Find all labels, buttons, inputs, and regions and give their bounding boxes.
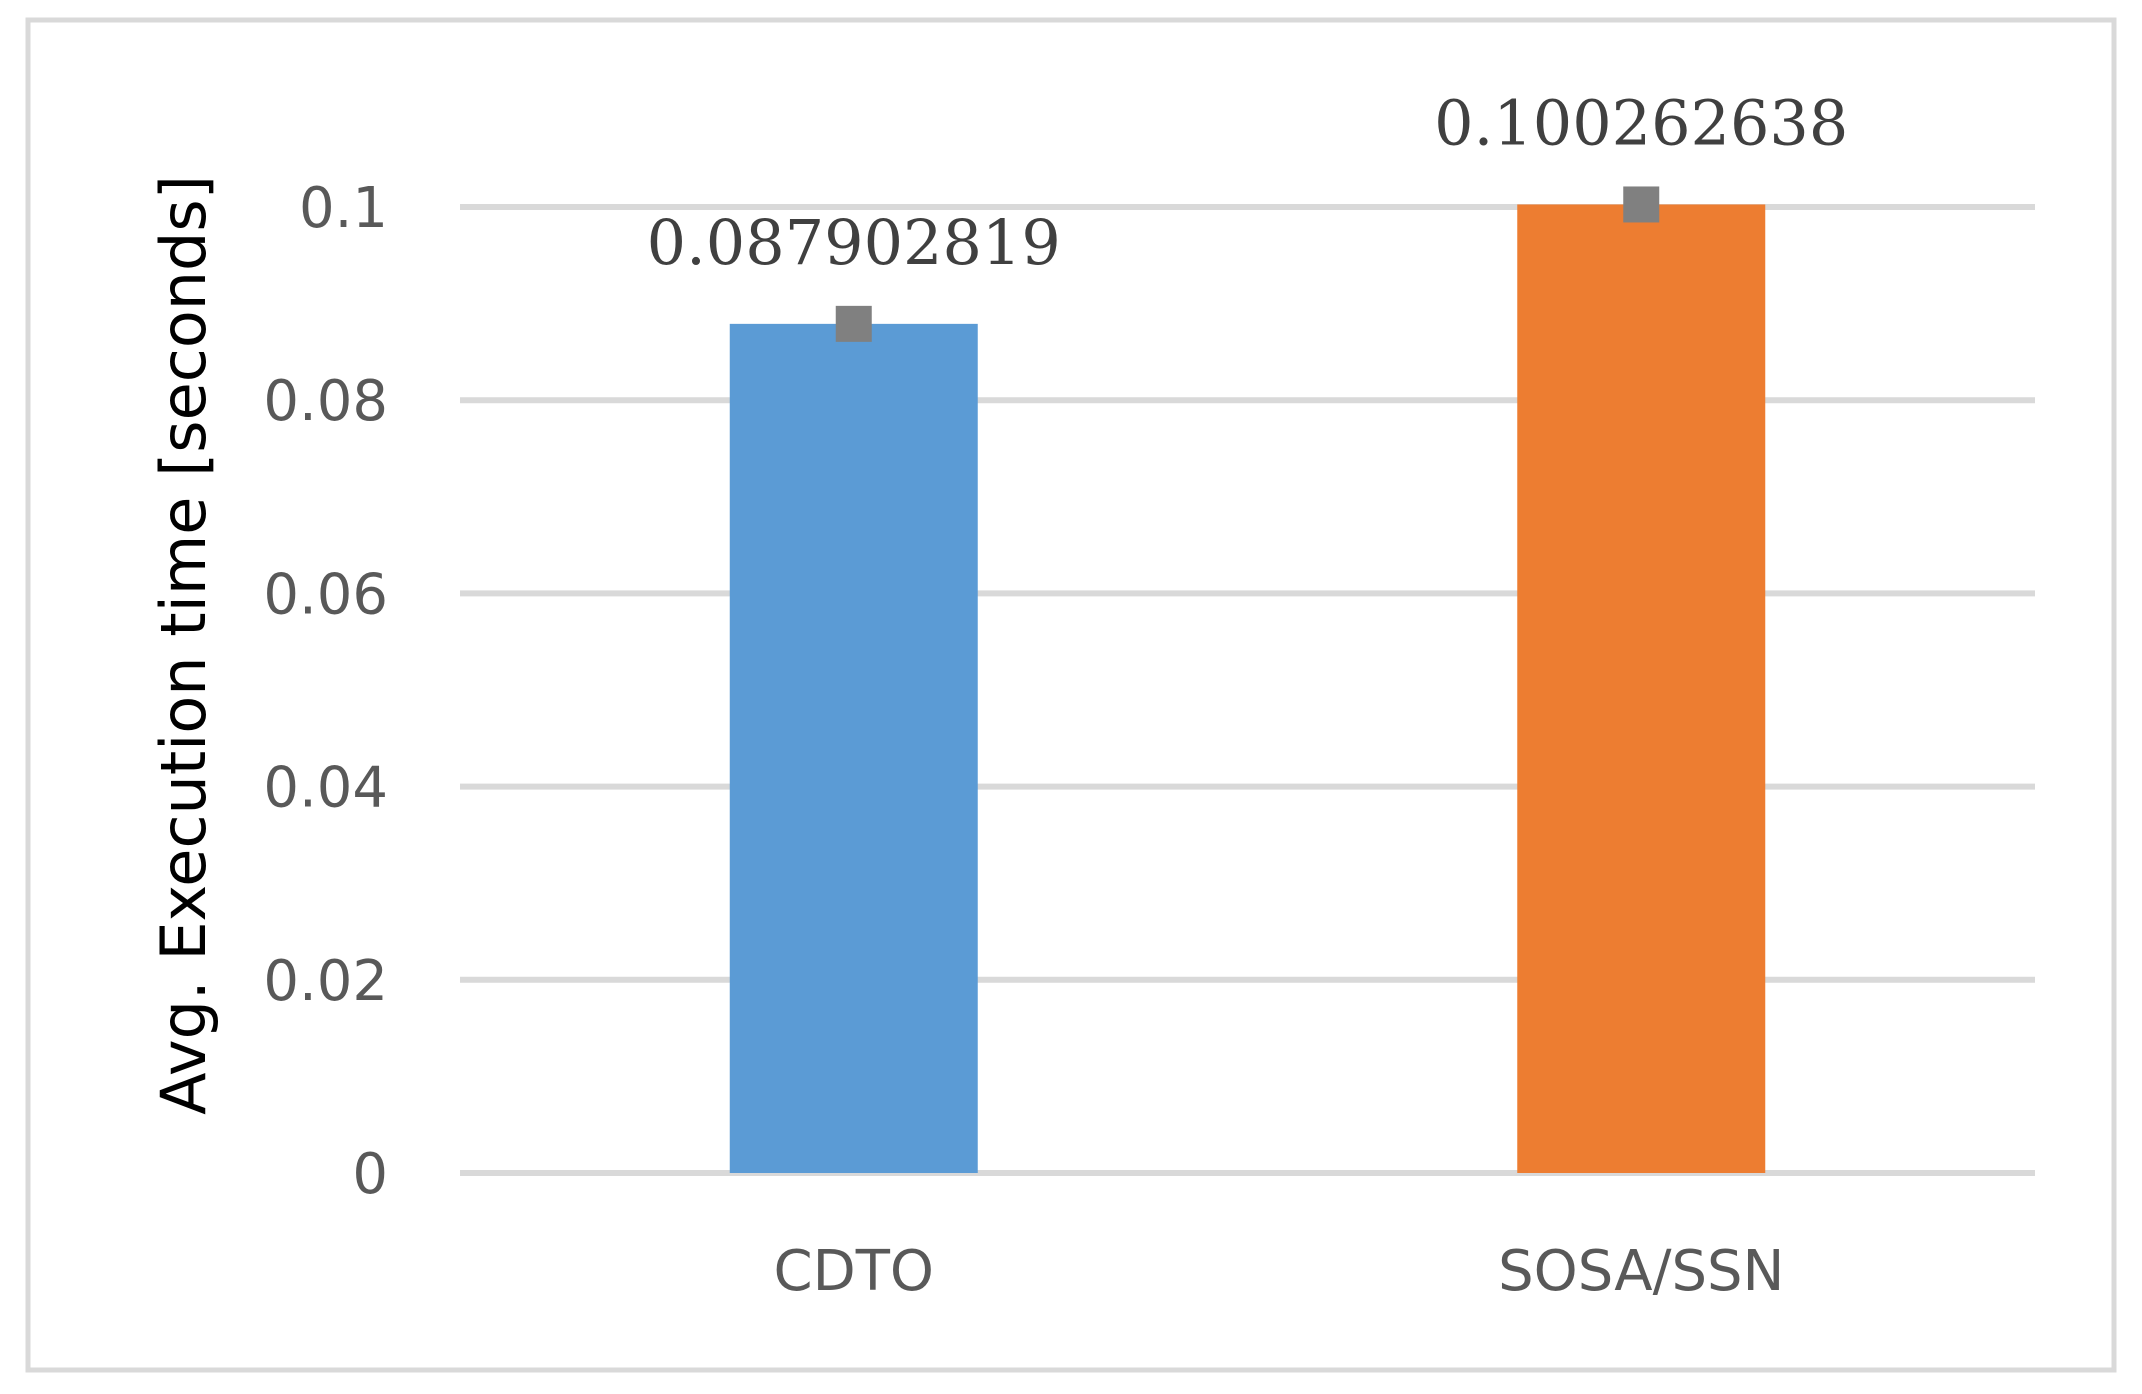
bars bbox=[729, 204, 1766, 1174]
y-tick-label: 0.1 bbox=[299, 176, 388, 241]
bar-cdto bbox=[729, 323, 978, 1173]
y-tick-label: 0.04 bbox=[263, 756, 388, 821]
x-axis-categories: CDTO SOSA/SSN bbox=[773, 1239, 1784, 1304]
value-marker bbox=[835, 305, 872, 342]
data-label: 0.087902819 bbox=[647, 206, 1061, 279]
y-tick-label: 0.06 bbox=[263, 562, 388, 627]
category-label: SOSA/SSN bbox=[1498, 1239, 1784, 1304]
y-tick-label: 0 bbox=[352, 1142, 388, 1207]
gridlines bbox=[460, 204, 2035, 1176]
y-tick-label: 0.08 bbox=[263, 369, 388, 434]
markers bbox=[835, 186, 1660, 342]
y-tick-label: 0.02 bbox=[263, 949, 388, 1014]
category-label: CDTO bbox=[773, 1239, 934, 1304]
y-axis-ticks: 0 0.02 0.04 0.06 0.08 0.1 bbox=[263, 176, 388, 1207]
value-marker bbox=[1623, 186, 1660, 223]
chart-border bbox=[25, 17, 2117, 1373]
data-labels: 0.087902819 0.100262638 bbox=[647, 86, 1849, 278]
bar-sosa-ssn bbox=[1517, 204, 1766, 1174]
data-label: 0.100262638 bbox=[1434, 86, 1848, 159]
y-axis-title: Avg. Execution time [seconds] bbox=[147, 175, 220, 1115]
